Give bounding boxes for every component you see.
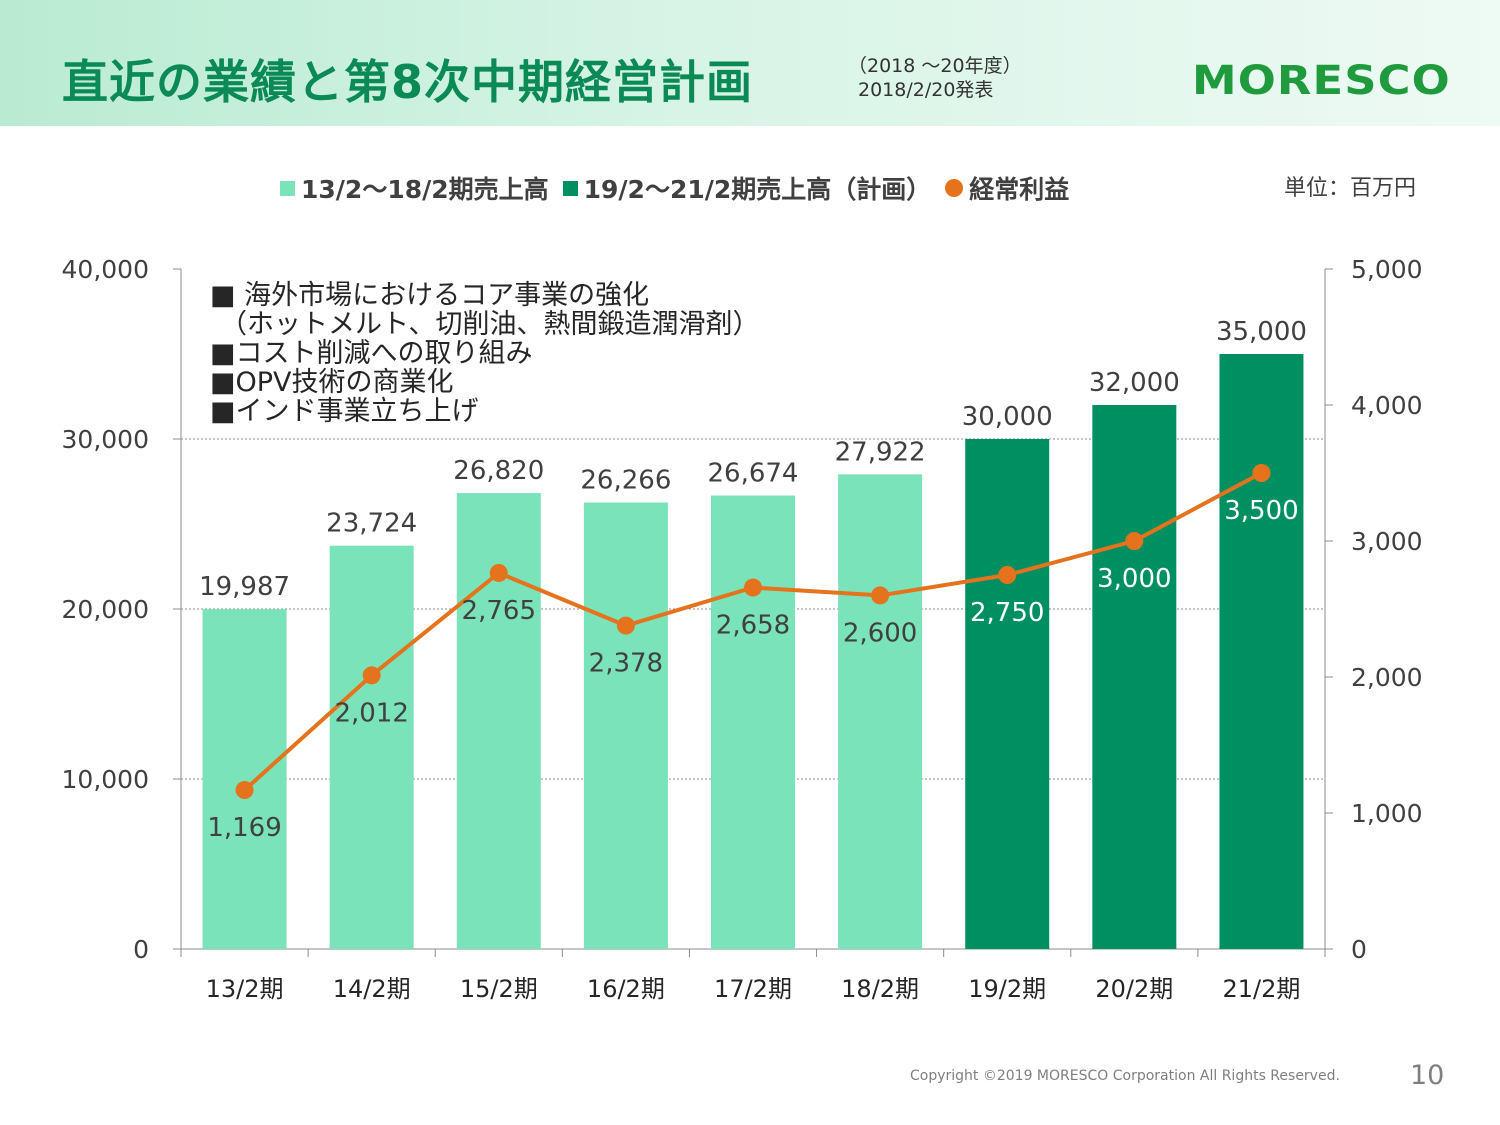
profit-value-label: 3,500	[1224, 496, 1298, 526]
strategy-notes: ■ 海外市場におけるコア事業の強化 （ホットメルト、切削油、熱間鍛造潤滑剤） ■…	[210, 281, 759, 426]
bar	[202, 609, 287, 949]
note-item: ■コスト削減への取り組み	[210, 338, 533, 369]
copyright: Copyright ©2019 MORESCO Corporation All …	[910, 1068, 1340, 1084]
bar	[583, 502, 668, 949]
left-axis-tick-label: 0	[133, 935, 149, 964]
left-axis-tick-label: 10,000	[62, 765, 149, 794]
legend-swatch-profit	[945, 179, 964, 197]
x-axis-category-label: 15/2期	[460, 975, 538, 1003]
legend-swatch-plan	[562, 180, 578, 196]
bar	[711, 495, 795, 949]
x-axis-category-label: 20/2期	[1095, 975, 1173, 1003]
right-axis-tick-label: 3,000	[1351, 527, 1423, 556]
x-axis-category-label: 21/2期	[1222, 975, 1300, 1003]
bar-value-label: 23,724	[326, 509, 417, 539]
profit-value-label: 2,765	[462, 596, 536, 626]
profit-value-label: 2,658	[716, 611, 790, 641]
bar-value-label: 26,820	[453, 456, 544, 486]
left-axis-tick-label: 20,000	[62, 595, 149, 624]
note-item: （ホットメルト、切削油、熱間鍛造潤滑剤）	[220, 309, 760, 340]
bar	[456, 493, 541, 949]
subtitle-date: 2018/2/20発表	[858, 79, 994, 101]
bar	[329, 545, 414, 949]
page-title: 直近の業績と第8次中期経営計画	[62, 55, 754, 109]
x-axis-category-label: 13/2期	[206, 975, 284, 1003]
legend-label-actual: 13/2～18/2期売上高	[301, 175, 549, 204]
profit-point	[1252, 464, 1271, 482]
profit-point	[871, 586, 890, 605]
bar	[965, 439, 1050, 949]
note-item: ■インド事業立ち上げ	[210, 396, 479, 427]
x-axis-category-label: 19/2期	[968, 975, 1046, 1003]
note-item: ■OPV技術の商業化	[210, 367, 454, 398]
profit-point	[362, 666, 381, 685]
profit-point	[616, 616, 635, 635]
profit-value-label: 2,750	[970, 598, 1044, 628]
legend-item-profit: 経常利益	[945, 170, 1069, 206]
bar-value-label: 35,000	[1216, 317, 1307, 347]
profit-value-label: 3,000	[1097, 564, 1171, 594]
profit-point	[998, 566, 1017, 584]
unit-label: 単位：百万円	[1284, 176, 1417, 201]
x-axis-category-label: 16/2期	[587, 975, 665, 1003]
company-logo: MORESCO	[1192, 58, 1451, 104]
profit-point	[489, 563, 508, 582]
page-number: 10	[1410, 1060, 1445, 1091]
legend-label-plan: 19/2～21/2期売上高（計画）	[583, 175, 932, 204]
legend-item-actual: 13/2～18/2期売上高	[280, 170, 549, 206]
x-axis-category-label: 14/2期	[333, 975, 411, 1003]
bar-value-label: 30,000	[962, 402, 1053, 432]
chart-legend: 13/2～18/2期売上高 19/2～21/2期売上高（計画） 経常利益	[280, 170, 1083, 206]
right-axis-tick-label: 5,000	[1351, 255, 1423, 284]
x-axis-category-label: 17/2期	[714, 975, 792, 1003]
profit-point	[235, 781, 254, 800]
legend-swatch-actual	[280, 180, 295, 196]
subtitle-period: （2018 ～20年度）	[848, 55, 1022, 77]
right-axis-tick-label: 2,000	[1351, 663, 1423, 692]
profit-value-label: 2,378	[589, 649, 663, 679]
left-axis-tick-label: 40,000	[62, 255, 149, 284]
profit-point	[744, 578, 762, 597]
right-axis-tick-label: 1,000	[1351, 799, 1423, 828]
bar-value-label: 26,674	[708, 459, 799, 489]
legend-label-profit: 経常利益	[969, 175, 1070, 204]
bar-value-label: 27,922	[835, 437, 926, 467]
header-band: 直近の業績と第8次中期経営計画 （2018 ～20年度） 2018/2/20発表…	[0, 0, 1500, 126]
bar	[1219, 354, 1304, 949]
profit-point	[1125, 532, 1144, 550]
bar	[838, 474, 923, 949]
sales-profit-chart: 0 10,000 20,000 30,000 40,000 0 1,000 2,000 3,00…	[62, 255, 1423, 1003]
profit-value-label: 2,600	[843, 618, 917, 648]
profit-value-label: 2,012	[334, 698, 408, 728]
bar-value-label: 19,987	[199, 572, 290, 602]
note-item: ■ 海外市場におけるコア事業の強化	[210, 280, 650, 311]
bar-value-label: 26,266	[580, 465, 671, 495]
profit-value-label: 1,169	[207, 813, 281, 843]
page-subtitle: （2018 ～20年度） 2018/2/20発表	[848, 54, 1022, 102]
x-axis-category-label: 18/2期	[841, 975, 919, 1003]
left-axis-tick-label: 30,000	[62, 425, 149, 454]
bar	[1092, 405, 1177, 949]
right-axis-tick-label: 4,000	[1351, 391, 1423, 420]
bar-value-label: 32,000	[1089, 368, 1180, 398]
legend-item-plan: 19/2～21/2期売上高（計画）	[562, 170, 932, 206]
right-axis-tick-label: 0	[1351, 935, 1367, 964]
